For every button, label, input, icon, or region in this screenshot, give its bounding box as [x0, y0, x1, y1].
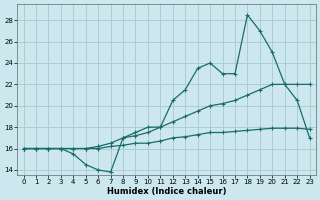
X-axis label: Humidex (Indice chaleur): Humidex (Indice chaleur): [107, 187, 226, 196]
